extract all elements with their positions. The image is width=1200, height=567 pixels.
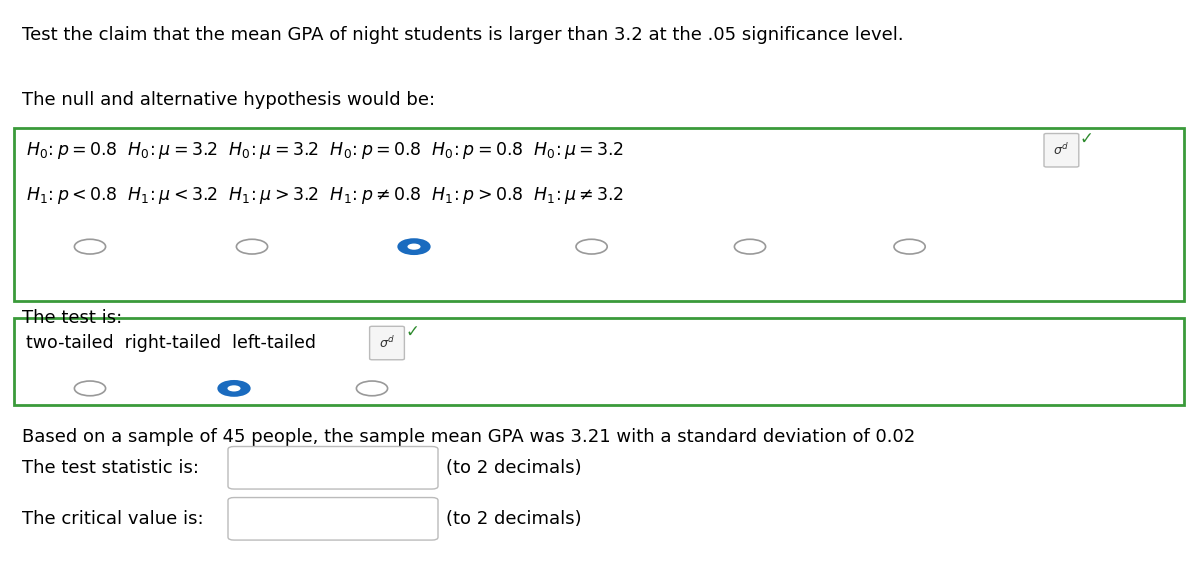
Text: ✓: ✓ — [406, 323, 420, 341]
Text: (to 2 decimals): (to 2 decimals) — [446, 510, 582, 528]
Text: ✓: ✓ — [1080, 130, 1094, 148]
Text: $\sigma^d$: $\sigma^d$ — [379, 335, 395, 351]
Text: The test statistic is:: The test statistic is: — [22, 459, 199, 477]
Text: $\sigma^d$: $\sigma^d$ — [1054, 142, 1069, 158]
FancyBboxPatch shape — [370, 327, 404, 360]
Text: two-tailed  right-tailed  left-tailed: two-tailed right-tailed left-tailed — [26, 334, 317, 352]
Text: Test the claim that the mean GPA of night students is larger than 3.2 at the .05: Test the claim that the mean GPA of nigh… — [22, 26, 904, 44]
FancyBboxPatch shape — [228, 498, 438, 540]
Text: $H_0\!:p = 0.8$  $H_0\!:\mu = 3.2$  $H_0\!:\mu = 3.2$  $H_0\!:p = 0.8$  $H_0\!:p: $H_0\!:p = 0.8$ $H_0\!:\mu = 3.2$ $H_0\!… — [26, 139, 624, 161]
FancyBboxPatch shape — [1044, 134, 1079, 167]
Text: (to 2 decimals): (to 2 decimals) — [446, 459, 582, 477]
Circle shape — [398, 239, 430, 254]
FancyBboxPatch shape — [14, 318, 1184, 405]
Circle shape — [408, 244, 420, 249]
Text: $H_1\!:p < 0.8$  $H_1\!:\mu < 3.2$  $H_1\!:\mu > 3.2$  $H_1\!:p \neq 0.8$  $H_1\: $H_1\!:p < 0.8$ $H_1\!:\mu < 3.2$ $H_1\!… — [26, 185, 624, 206]
Text: The null and alternative hypothesis would be:: The null and alternative hypothesis woul… — [22, 91, 434, 109]
FancyBboxPatch shape — [14, 128, 1184, 301]
Text: The critical value is:: The critical value is: — [22, 510, 203, 528]
Circle shape — [228, 386, 240, 391]
Circle shape — [218, 381, 250, 396]
Text: Based on a sample of 45 people, the sample mean GPA was 3.21 with a standard dev: Based on a sample of 45 people, the samp… — [22, 428, 914, 446]
FancyBboxPatch shape — [228, 447, 438, 489]
Text: The test is:: The test is: — [22, 309, 122, 327]
